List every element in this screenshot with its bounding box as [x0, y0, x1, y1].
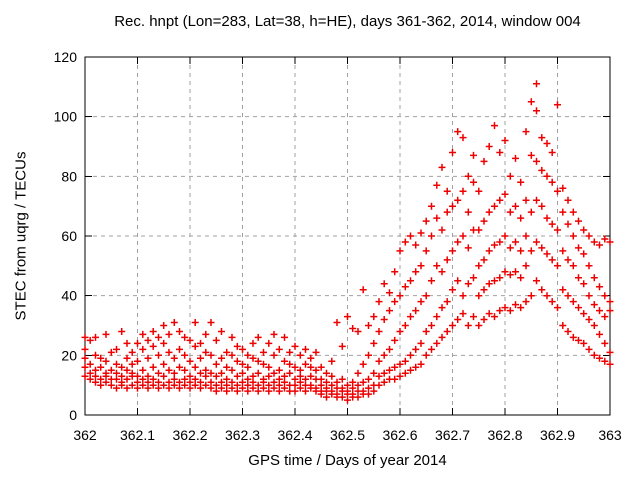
x-tick-label: 362.3 [225, 427, 260, 443]
y-tick-label: 100 [54, 109, 78, 125]
y-tick-label: 60 [61, 228, 77, 244]
y-tick-label: 0 [69, 407, 77, 423]
y-tick-label: 40 [61, 288, 77, 304]
x-axis-label: GPS time / Days of year 2014 [248, 452, 447, 469]
x-tick-label: 362 [73, 427, 97, 443]
x-tick-label: 362.2 [172, 427, 207, 443]
x-tick-label: 362.9 [540, 427, 575, 443]
y-tick-label: 20 [61, 347, 77, 363]
x-tick-label: 363 [598, 427, 622, 443]
scatter-points [81, 80, 614, 404]
x-tick-label: 362.6 [382, 427, 417, 443]
y-tick-label: 120 [54, 49, 78, 65]
y-tick-label: 80 [61, 168, 77, 184]
x-tick-label: 362.5 [330, 427, 365, 443]
x-tick-label: 362.1 [120, 427, 155, 443]
x-tick-label: 362.4 [277, 427, 312, 443]
x-tick-label: 362.8 [487, 427, 522, 443]
x-tick-label: 362.7 [435, 427, 470, 443]
chart-title: Rec. hnpt (Lon=283, Lat=38, h=HE), days … [114, 13, 581, 30]
